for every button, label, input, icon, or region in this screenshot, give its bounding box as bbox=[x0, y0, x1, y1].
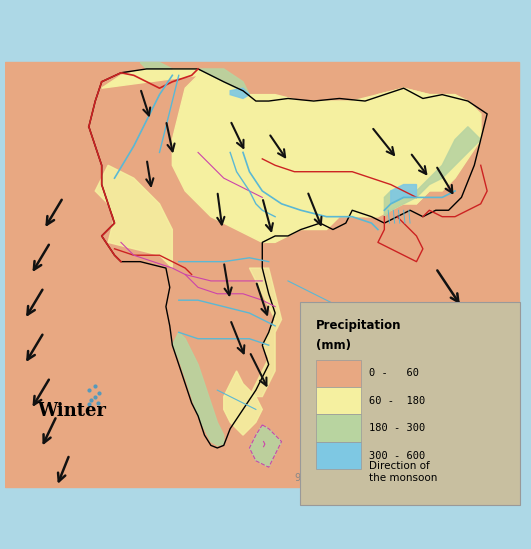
Polygon shape bbox=[5, 63, 519, 486]
Text: Winter: Winter bbox=[37, 402, 106, 420]
Polygon shape bbox=[391, 184, 416, 204]
Polygon shape bbox=[173, 332, 224, 445]
Text: 180 - 300: 180 - 300 bbox=[369, 423, 425, 433]
Polygon shape bbox=[250, 425, 281, 467]
Text: (mm): (mm) bbox=[316, 339, 351, 351]
Text: 0 -   60: 0 - 60 bbox=[369, 368, 419, 378]
Polygon shape bbox=[198, 69, 250, 94]
Text: Precipitation: Precipitation bbox=[316, 320, 401, 332]
Text: 913E_2: 913E_2 bbox=[294, 472, 330, 483]
Polygon shape bbox=[365, 88, 481, 217]
Text: Direction of
the monsoon: Direction of the monsoon bbox=[369, 461, 438, 483]
Polygon shape bbox=[140, 63, 173, 69]
Polygon shape bbox=[224, 371, 262, 435]
Polygon shape bbox=[101, 69, 481, 242]
Text: 60 -  180: 60 - 180 bbox=[369, 396, 425, 406]
Polygon shape bbox=[384, 127, 481, 217]
Polygon shape bbox=[250, 268, 281, 396]
Polygon shape bbox=[95, 165, 173, 268]
Text: 300 - 600: 300 - 600 bbox=[369, 451, 425, 461]
Polygon shape bbox=[230, 88, 250, 98]
